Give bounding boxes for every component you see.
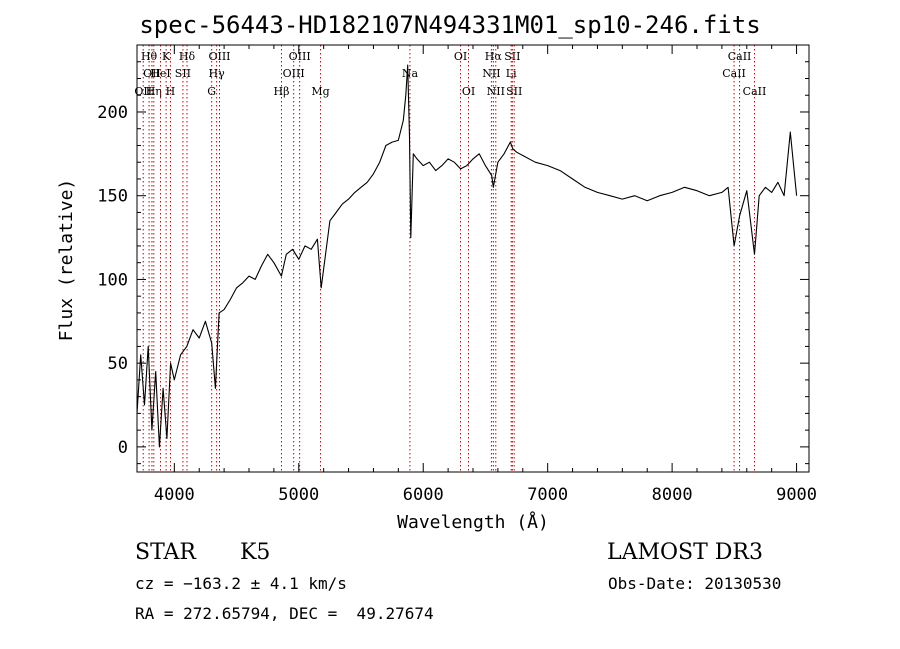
- x-axis-label: Wavelength (Å): [397, 511, 549, 533]
- x-tick-label: 8000: [652, 485, 693, 505]
- y-tick-label: 50: [108, 354, 128, 374]
- object-subclass: K5: [240, 540, 271, 565]
- line-label: Li: [506, 67, 517, 80]
- line-label: Na: [402, 67, 419, 80]
- y-axis-label: Flux (relative): [56, 179, 77, 342]
- line-label: CaII: [728, 50, 752, 63]
- line-label: Hθ: [141, 50, 158, 63]
- y-tick-label: 200: [97, 103, 128, 123]
- line-label: HeI: [150, 67, 170, 80]
- line-label: NII: [482, 67, 500, 80]
- line-label: Hδ: [179, 50, 196, 63]
- survey-name: LAMOST DR3: [607, 540, 763, 565]
- line-label: OIII: [283, 67, 305, 80]
- line-label: Hγ: [209, 67, 226, 80]
- line-label: Mg: [311, 85, 329, 98]
- line-label: NII: [487, 85, 505, 98]
- y-tick-label: 100: [97, 270, 128, 290]
- line-label: OI: [462, 85, 475, 98]
- line-label: SII: [175, 67, 191, 80]
- line-label: SII: [504, 50, 520, 63]
- line-label: K: [162, 50, 171, 63]
- x-tick-label: 4000: [154, 485, 195, 505]
- x-tick-label: 9000: [776, 485, 817, 505]
- x-tick-label: 6000: [403, 485, 444, 505]
- line-label: CaII: [722, 67, 746, 80]
- redshift-cz: cz = −163.2 ± 4.1 km/s: [135, 574, 347, 593]
- line-label: OI: [454, 50, 467, 63]
- line-label: Hη: [146, 85, 162, 98]
- line-label: Hα: [485, 50, 503, 63]
- line-label: CaII: [743, 85, 767, 98]
- object-class: STAR: [135, 540, 196, 565]
- x-tick-label: 7000: [527, 485, 568, 505]
- x-tick-label: 5000: [278, 485, 319, 505]
- chart-title: spec-56443-HD182107N494331M01_sp10-246.f…: [139, 11, 760, 39]
- line-label: OIII: [208, 50, 230, 63]
- line-label: OIII: [289, 50, 311, 63]
- ra-dec: RA = 272.65794, DEC = 49.27674: [135, 604, 434, 623]
- obs-date: Obs-Date: 20130530: [608, 574, 782, 593]
- line-label: Hβ: [274, 85, 290, 98]
- line-label: SII: [506, 85, 522, 98]
- plot-frame: [136, 44, 810, 473]
- spectrum-line: [136, 64, 798, 448]
- y-tick-label: 0: [118, 438, 128, 458]
- line-label: H: [166, 85, 176, 98]
- y-tick-label: 150: [97, 187, 128, 207]
- line-label: G: [207, 85, 216, 98]
- line-label: OII: [143, 67, 161, 80]
